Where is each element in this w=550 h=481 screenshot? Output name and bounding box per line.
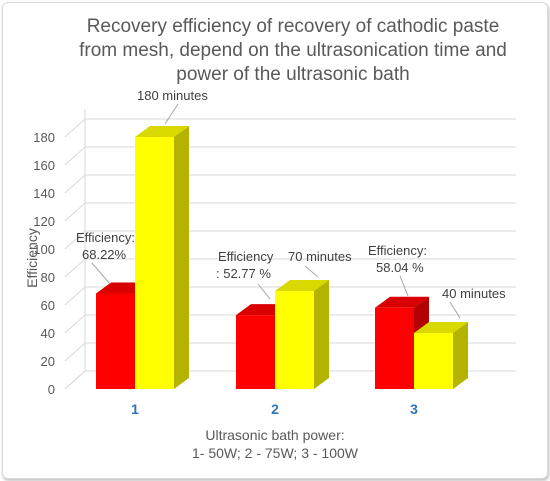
- gridline: [64, 174, 516, 194]
- annotation-efficiency-1-line-2: 68.22%: [82, 247, 127, 262]
- annotation-leader: [304, 265, 319, 278]
- bar-top: [414, 322, 468, 333]
- annotation-leader: [399, 275, 409, 297]
- annotation-leaders: [91, 103, 461, 319]
- y-tick-label: 160: [33, 158, 55, 173]
- y-tick-label: 80: [41, 270, 55, 285]
- bar-front: [414, 333, 453, 389]
- bar-front: [375, 307, 414, 389]
- bar: [414, 322, 468, 389]
- bar-side: [453, 322, 468, 389]
- y-tick-label: 120: [33, 214, 55, 229]
- y-tick-label: 140: [33, 186, 55, 201]
- gridline: [64, 286, 516, 306]
- annotation-efficiency-2-line-1: Efficiency: [218, 249, 274, 264]
- y-tick-label: 20: [41, 354, 55, 369]
- category-label-3: 3: [410, 401, 418, 417]
- bars: [96, 126, 468, 389]
- bar-top: [135, 126, 189, 137]
- y-tick-label: 0: [48, 382, 55, 397]
- y-tick-label: 100: [33, 242, 55, 257]
- category-label-2: 2: [271, 401, 279, 417]
- annotation-leader: [164, 103, 179, 125]
- annotation-efficiency-1-line-1: Efficiency:: [76, 230, 135, 245]
- bar: [135, 126, 189, 389]
- chart-title-line-1: Recovery efficiency of recovery of catho…: [87, 16, 500, 37]
- annotation-time-1: 180 minutes: [137, 88, 208, 103]
- gridline: [64, 342, 516, 362]
- bar: [275, 280, 329, 389]
- y-axis-title: Efficiency: [24, 228, 40, 288]
- annotation-leader: [449, 301, 461, 319]
- gridline: [64, 202, 516, 222]
- gridline: [64, 258, 516, 278]
- chart-title-line-3: power of the ultrasonic bath: [176, 64, 409, 85]
- gridline: [64, 370, 516, 390]
- bar-front: [96, 293, 135, 389]
- y-tick-label: 60: [41, 298, 55, 313]
- annotation-time-3: 40 minutes: [442, 286, 506, 301]
- annotation-efficiency-3-line-2: 58.04 %: [376, 260, 424, 275]
- bar-top: [375, 296, 429, 308]
- gridline: [64, 230, 516, 250]
- bar-front: [236, 315, 275, 389]
- bar-side: [314, 280, 329, 389]
- y-tick-label: 180: [33, 130, 55, 145]
- x-axis-title-line-1: Ultrasonic bath power:: [205, 427, 344, 443]
- bar-side: [174, 126, 189, 389]
- annotation-time-2: 70 minutes: [288, 249, 352, 264]
- chart-title-line-2: from mesh, depend on the ultrasonication…: [79, 40, 507, 61]
- grid-lines: [64, 109, 516, 390]
- y-ticks: 0 20 40 60 80 100 120 140 160 180: [33, 130, 55, 397]
- annotation-leader: [257, 283, 271, 300]
- annotation-leader: [91, 262, 111, 285]
- bar-top: [275, 280, 329, 291]
- bar-front: [275, 291, 314, 389]
- annotation-efficiency-3-line-1: Efficiency:: [368, 243, 427, 258]
- x-axis-title-line-2: 1- 50W; 2 - 75W; 3 - 100W: [192, 445, 359, 461]
- y-tick-label: 40: [41, 326, 55, 341]
- category-label-1: 1: [131, 401, 139, 417]
- gridline: [64, 314, 516, 334]
- gridline: [64, 146, 516, 166]
- annotation-efficiency-2-line-2: : 52.77 %: [216, 266, 271, 281]
- gridline: [64, 118, 516, 138]
- bar-front: [135, 137, 174, 389]
